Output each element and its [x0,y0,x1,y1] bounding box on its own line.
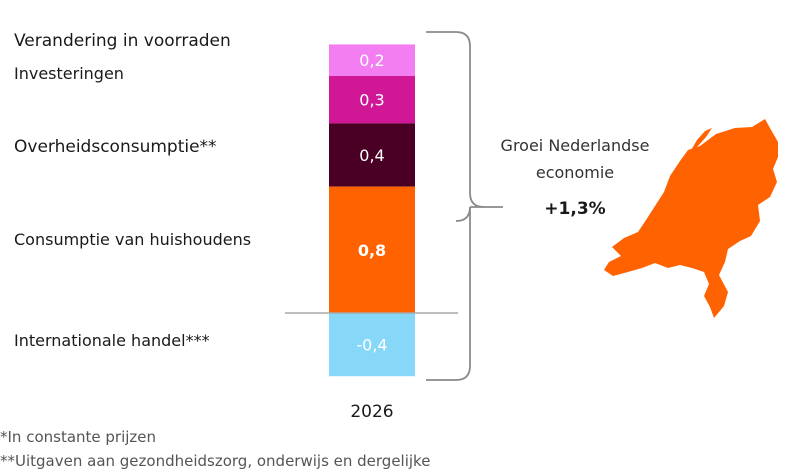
data-label-internationale-handel: -0,4 [356,336,387,355]
bar-segment-verandering-in-voorraden [329,44,415,76]
data-label-consumptie-van-huishoudens: 0,8 [358,241,386,260]
bar-segment-investeringen [329,76,415,124]
category-label-investeringen: Investeringen [14,64,124,83]
category-label-internationale-handel: Internationale handel*** [14,331,210,350]
x-tick-label: 2026 [350,402,393,422]
category-label-overheidsconsumptie: Overheidsconsumptie** [14,137,217,157]
stacked-bar: 0,2 0,3 0,4 0,8 -0,4 [329,44,415,377]
total-bracket [426,31,485,381]
bar-segment-consumptie-van-huishoudens [329,186,415,313]
category-label-consumptie-van-huishoudens: Consumptie van huishoudens [14,230,251,249]
total-title-line2: economie [536,163,614,182]
bar-segment-overheidsconsumptie [329,123,415,187]
footnote-2: **Uitgaven aan gezondheidszorg, onderwij… [0,452,431,470]
category-labels: Verandering in voorraden Investeringen Ove… [14,31,251,350]
data-label-verandering-in-voorraden: 0,2 [359,51,384,70]
netherlands-map-icon [604,119,778,318]
bar-segment-internationale-handel [329,313,415,377]
total-title-line1: Groei Nederlandse [501,136,650,155]
data-label-overheidsconsumptie: 0,4 [359,146,384,165]
footnote-1: *In constante prijzen [0,428,157,446]
category-label-verandering-in-voorraden: Verandering in voorraden [14,31,231,51]
total-growth-value: +1,3% [544,199,605,219]
data-label-investeringen: 0,3 [359,91,384,110]
